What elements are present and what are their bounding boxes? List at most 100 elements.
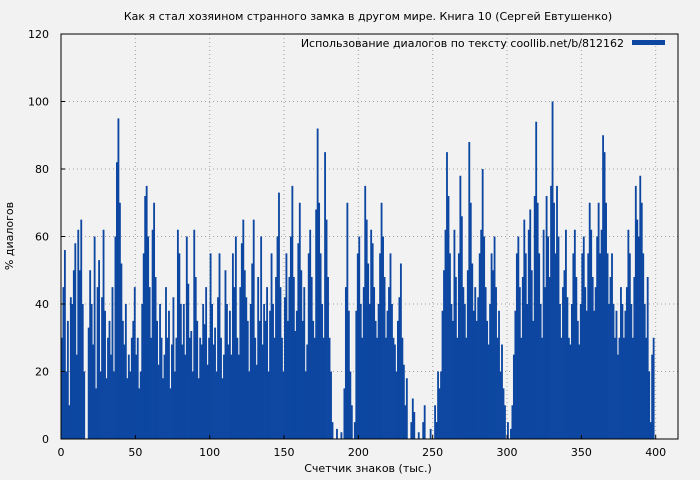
bar	[273, 337, 276, 439]
y-tick-label: 120	[28, 28, 49, 41]
bar	[624, 310, 627, 439]
bar	[151, 229, 154, 439]
bar	[264, 320, 267, 439]
bar	[402, 364, 405, 439]
bar	[501, 344, 503, 439]
bar	[266, 287, 269, 439]
bar	[282, 371, 285, 439]
bar	[257, 277, 260, 439]
bar	[463, 304, 466, 439]
bar	[349, 371, 352, 439]
bar	[368, 304, 371, 439]
bar	[622, 337, 625, 439]
legend: Использование диалогов по тексту coollib…	[301, 37, 665, 50]
bar	[376, 337, 379, 439]
bar	[356, 253, 359, 439]
bar	[557, 236, 560, 439]
bar	[163, 354, 166, 439]
bar	[184, 354, 187, 439]
bar	[130, 337, 133, 439]
bar	[651, 354, 654, 439]
bar	[465, 337, 468, 439]
bar	[154, 277, 157, 439]
bar	[399, 263, 402, 439]
bar	[81, 304, 84, 439]
bar	[220, 337, 222, 439]
bar	[483, 236, 486, 439]
bar	[599, 253, 602, 439]
bar	[123, 344, 126, 439]
bar	[392, 337, 395, 439]
bar	[395, 371, 398, 439]
bar	[127, 354, 130, 439]
bar	[292, 277, 295, 439]
bar	[621, 304, 624, 439]
x-tick-label: 200	[348, 446, 369, 459]
bar	[135, 354, 138, 439]
bar	[330, 371, 332, 439]
x-tick-label: 250	[422, 446, 443, 459]
bar	[243, 270, 246, 439]
bar	[310, 277, 313, 439]
bar	[612, 304, 615, 439]
bar	[172, 297, 175, 439]
bar	[117, 118, 120, 439]
bar	[276, 236, 279, 439]
bar	[397, 320, 399, 439]
bar	[173, 371, 176, 439]
bar	[444, 229, 447, 439]
bar	[212, 344, 215, 439]
bar	[615, 310, 618, 439]
bar	[321, 304, 324, 439]
bar	[502, 388, 505, 439]
bar	[588, 202, 591, 439]
bar	[98, 260, 101, 439]
bar	[581, 253, 584, 439]
bar	[584, 287, 587, 439]
bar	[410, 422, 413, 439]
bar	[227, 344, 230, 439]
bar	[365, 219, 368, 439]
bar	[434, 405, 437, 439]
bar	[303, 287, 306, 439]
bar	[605, 202, 607, 439]
bar	[446, 152, 448, 439]
bar	[440, 371, 442, 439]
bar	[126, 378, 129, 439]
bar	[608, 304, 610, 439]
bar	[285, 253, 288, 439]
bar	[347, 310, 350, 439]
y-tick-label: 40	[35, 298, 49, 311]
bar	[197, 378, 200, 439]
bar	[475, 320, 478, 439]
bar	[452, 320, 454, 439]
bar	[246, 320, 249, 439]
bar	[294, 331, 297, 439]
bar	[248, 371, 251, 439]
bar	[87, 327, 90, 439]
bar	[111, 287, 114, 439]
bar	[121, 320, 124, 439]
bar	[215, 371, 218, 439]
bar	[454, 277, 457, 439]
bar	[182, 304, 185, 439]
bar	[385, 337, 387, 439]
bar	[590, 229, 593, 439]
bar	[231, 253, 234, 439]
bar	[627, 229, 630, 439]
bar	[185, 236, 188, 439]
bar	[600, 229, 603, 439]
bar	[157, 364, 160, 439]
x-tick-label: 50	[128, 446, 142, 459]
bar	[639, 175, 642, 439]
bar	[217, 297, 219, 439]
bar	[563, 270, 566, 439]
bar	[652, 337, 655, 439]
bar	[582, 236, 585, 439]
bar	[74, 243, 77, 439]
bar	[492, 270, 494, 439]
bar	[550, 185, 552, 439]
bar	[556, 185, 558, 439]
